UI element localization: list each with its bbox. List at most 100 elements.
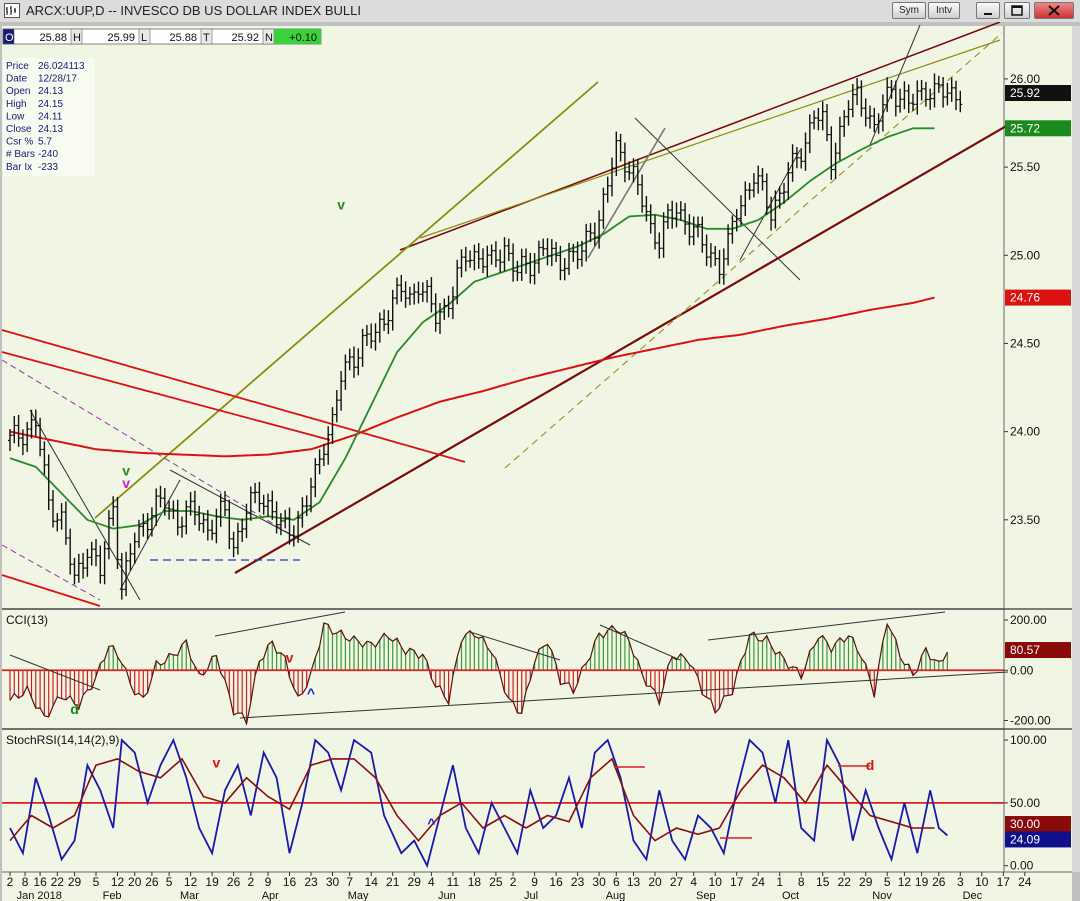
price-bar	[670, 200, 675, 229]
date-tick-label: 16	[549, 875, 563, 889]
price-bar	[511, 243, 516, 282]
minimize-button[interactable]	[976, 2, 1000, 19]
price-bar	[532, 253, 537, 285]
price-bar	[515, 260, 520, 282]
stochrsi-panel	[2, 730, 1004, 872]
ma-short-line	[9, 127, 935, 530]
price-bar	[416, 281, 421, 304]
price-bar	[618, 133, 623, 162]
price-bar	[94, 539, 98, 567]
price-bar	[493, 241, 498, 268]
stochrsi-slow-line	[9, 757, 935, 842]
price-bar	[59, 503, 64, 530]
price-bar	[721, 248, 726, 285]
price-tag-price: 25.92	[1005, 85, 1071, 102]
stochrsi-tag-fast: 24.09	[1005, 831, 1071, 848]
data-window-label: Bar Ix	[6, 162, 32, 173]
price-bar	[33, 409, 38, 436]
price-bar	[584, 223, 589, 262]
price-tag-price-bg	[1005, 85, 1071, 102]
cci-title: CCI(13)	[6, 613, 48, 627]
price-bar	[317, 449, 322, 475]
trend-line	[504, 32, 1003, 469]
cci-tag-text: 80.57	[1010, 643, 1040, 657]
price-bar	[12, 416, 17, 444]
price-bar	[244, 503, 249, 539]
price-axis-tick-label: 24.00	[1010, 425, 1040, 439]
app-icon	[4, 3, 20, 18]
price-axis-tick-label: 26.00	[1010, 72, 1040, 86]
trend-line	[169, 469, 311, 546]
quote-value: +0.10	[289, 32, 317, 44]
price-bar	[128, 543, 133, 571]
right-scrollbar[interactable]	[1072, 26, 1080, 872]
price-bar	[167, 500, 172, 520]
price-bar	[790, 144, 795, 182]
price-bar	[188, 491, 193, 516]
date-tick-label: 5	[884, 875, 891, 889]
cci-axis-tick-label: 0.00	[1010, 663, 1034, 677]
interval-button[interactable]: Intv	[928, 2, 960, 19]
price-bar	[837, 116, 842, 161]
trend-line	[234, 124, 1009, 574]
price-bar	[751, 173, 756, 198]
symbol-button[interactable]: Sym	[892, 2, 926, 19]
price-axis-tick-label: 25.00	[1010, 248, 1040, 262]
price-bar	[98, 545, 103, 584]
price-bar	[132, 532, 137, 564]
price-bar	[502, 237, 507, 272]
quote-value: 25.99	[107, 32, 135, 44]
price-bar	[25, 421, 30, 453]
price-bar	[231, 531, 236, 558]
price-bar	[786, 162, 791, 200]
price-axis	[1004, 26, 1072, 872]
price-bar	[51, 490, 55, 528]
price-bar	[794, 146, 799, 169]
price-bar	[20, 429, 25, 456]
price-bar	[812, 110, 817, 130]
price-bar	[687, 214, 692, 246]
date-tick-label: 10	[709, 875, 723, 889]
price-bar	[661, 212, 666, 258]
month-label: Dec	[963, 890, 983, 901]
trend-line	[1, 351, 331, 441]
price-bar	[38, 417, 43, 457]
price-bar	[683, 203, 688, 235]
price-bar	[261, 494, 266, 515]
price-bar	[747, 182, 752, 200]
date-tick-label: 3	[957, 875, 964, 889]
date-tick-label: 16	[33, 875, 47, 889]
price-bar	[816, 107, 821, 131]
month-label: Feb	[103, 890, 122, 901]
cci-annotation: d	[70, 701, 79, 717]
price-bar	[665, 203, 670, 229]
price-bar	[63, 501, 68, 545]
price-bar	[29, 409, 34, 439]
price-bar	[468, 250, 473, 268]
price-bar	[356, 348, 361, 376]
date-tick-label: 8	[22, 875, 29, 889]
price-bar	[592, 222, 597, 246]
price-bar	[334, 390, 339, 423]
price-bar	[137, 519, 141, 548]
close-button[interactable]	[1034, 2, 1074, 19]
date-tick-label: 4	[690, 875, 697, 889]
price-bar	[171, 500, 176, 519]
price-bar	[55, 513, 60, 532]
price-bar	[777, 186, 782, 209]
price-bar	[8, 428, 12, 452]
data-window-value: -233	[38, 162, 58, 173]
cci-panel	[2, 610, 1004, 728]
price-bar	[704, 234, 709, 267]
maximize-button[interactable]	[1004, 2, 1030, 19]
price-bar	[149, 507, 154, 537]
price-bar	[141, 513, 146, 537]
price-bar	[343, 354, 348, 390]
price-bar	[218, 493, 223, 527]
price-bar	[902, 81, 907, 110]
price-bar	[829, 126, 834, 180]
price-bar	[72, 557, 77, 585]
price-bar	[76, 553, 81, 583]
price-bar	[782, 183, 786, 204]
date-tick-label: 29	[408, 875, 422, 889]
